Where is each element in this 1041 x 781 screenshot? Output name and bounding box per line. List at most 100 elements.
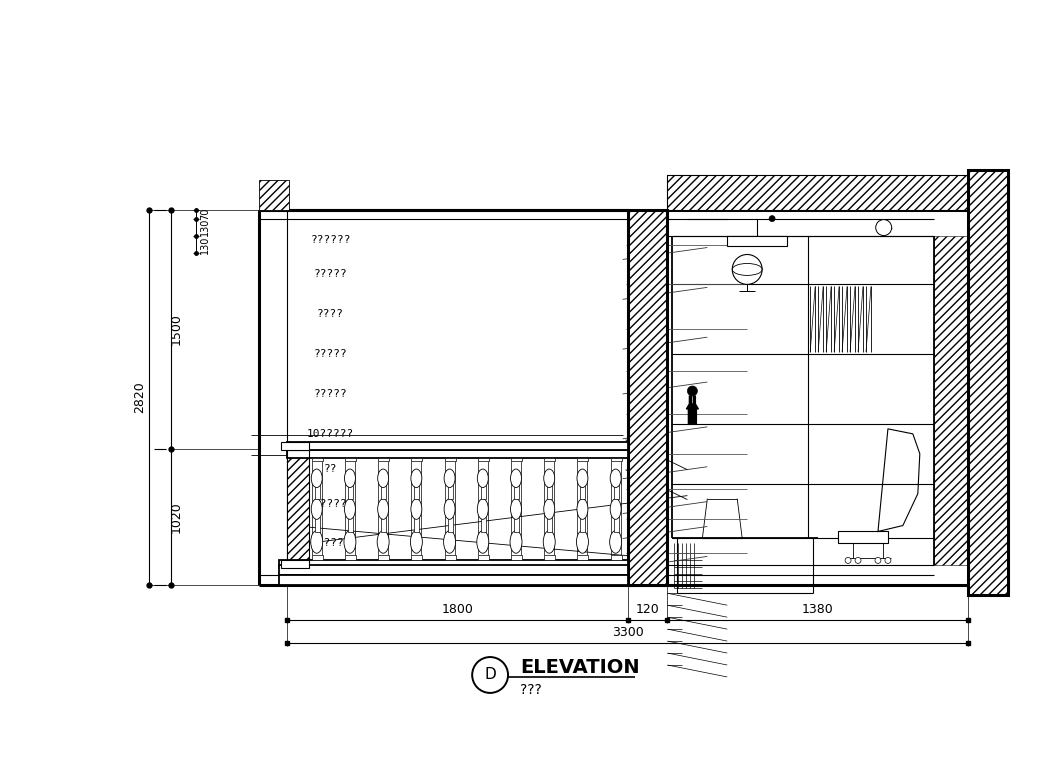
Bar — [628, 209, 667, 585]
Bar — [381, 517, 386, 532]
Text: ??: ?? — [324, 464, 337, 474]
Bar — [481, 517, 486, 532]
Bar — [281, 442, 309, 450]
Ellipse shape — [411, 499, 422, 519]
Bar — [934, 236, 968, 565]
Bar — [287, 450, 309, 561]
Bar — [544, 458, 555, 461]
Bar — [445, 458, 456, 461]
Bar — [548, 517, 552, 532]
Ellipse shape — [510, 499, 522, 519]
Bar — [548, 484, 552, 499]
Bar — [448, 517, 453, 532]
Bar — [345, 555, 356, 561]
Ellipse shape — [543, 469, 555, 487]
Ellipse shape — [378, 469, 388, 487]
Bar — [667, 175, 968, 209]
Text: ?????: ????? — [313, 498, 348, 508]
Bar — [287, 450, 309, 561]
Ellipse shape — [610, 469, 621, 487]
Circle shape — [473, 657, 508, 693]
Bar — [311, 555, 323, 561]
Bar — [511, 555, 522, 561]
Ellipse shape — [577, 530, 588, 553]
Text: 130: 130 — [200, 235, 210, 254]
Text: ??????: ?????? — [310, 234, 351, 244]
Bar — [611, 555, 621, 561]
Bar — [968, 169, 1009, 595]
Bar — [481, 484, 486, 499]
Bar — [279, 561, 628, 569]
Bar — [448, 484, 453, 499]
Bar — [259, 180, 288, 209]
Text: ?????: ????? — [313, 389, 348, 399]
Ellipse shape — [510, 530, 522, 553]
Bar — [279, 565, 628, 576]
Ellipse shape — [510, 469, 522, 487]
Text: 120: 120 — [636, 603, 659, 616]
Ellipse shape — [344, 530, 356, 553]
Ellipse shape — [411, 469, 422, 487]
Bar — [514, 484, 519, 499]
Ellipse shape — [345, 469, 355, 487]
Ellipse shape — [577, 469, 588, 487]
Ellipse shape — [410, 530, 423, 553]
Bar — [414, 517, 420, 532]
Bar — [544, 555, 555, 561]
Circle shape — [875, 558, 881, 563]
Bar — [478, 555, 489, 561]
Ellipse shape — [445, 499, 455, 519]
Circle shape — [687, 386, 697, 396]
Text: D: D — [484, 668, 496, 683]
Bar — [348, 484, 353, 499]
Bar — [411, 555, 423, 561]
Bar — [478, 458, 489, 461]
Bar — [287, 450, 628, 458]
Text: ???: ??? — [520, 683, 541, 697]
Circle shape — [845, 558, 852, 563]
Text: 1020: 1020 — [170, 501, 183, 533]
Text: 10?????: 10????? — [307, 429, 354, 439]
Bar — [378, 555, 389, 561]
Ellipse shape — [478, 469, 488, 487]
Text: ?????: ????? — [313, 269, 348, 280]
Text: ????: ???? — [318, 309, 345, 319]
Polygon shape — [686, 396, 699, 424]
Ellipse shape — [377, 530, 389, 553]
Bar — [287, 442, 628, 450]
Bar — [613, 484, 618, 499]
Text: 1500: 1500 — [170, 314, 183, 345]
Bar — [578, 555, 588, 561]
Bar — [314, 484, 320, 499]
Circle shape — [855, 558, 861, 563]
Text: 3300: 3300 — [612, 626, 643, 639]
Circle shape — [732, 255, 762, 284]
Text: 1800: 1800 — [441, 603, 474, 616]
Ellipse shape — [443, 530, 456, 553]
Bar — [279, 576, 628, 585]
Bar — [613, 517, 618, 532]
Ellipse shape — [543, 530, 555, 553]
Ellipse shape — [378, 499, 388, 519]
Bar — [838, 532, 888, 544]
Text: 2820: 2820 — [133, 382, 146, 413]
Text: ELEVATION: ELEVATION — [520, 658, 639, 676]
Ellipse shape — [577, 499, 588, 519]
Circle shape — [875, 219, 892, 236]
Ellipse shape — [543, 499, 555, 519]
Bar — [445, 555, 456, 561]
Bar — [381, 484, 386, 499]
Bar — [667, 175, 968, 209]
Bar — [281, 561, 309, 569]
Bar — [628, 209, 667, 585]
Bar — [378, 458, 389, 461]
Text: 18????: 18???? — [310, 538, 351, 548]
Circle shape — [769, 216, 776, 222]
Bar — [345, 458, 356, 461]
Bar — [414, 484, 420, 499]
Bar — [578, 458, 588, 461]
Bar — [411, 458, 423, 461]
Bar — [728, 236, 787, 245]
Text: ?????: ????? — [313, 349, 348, 359]
Bar — [514, 517, 519, 532]
